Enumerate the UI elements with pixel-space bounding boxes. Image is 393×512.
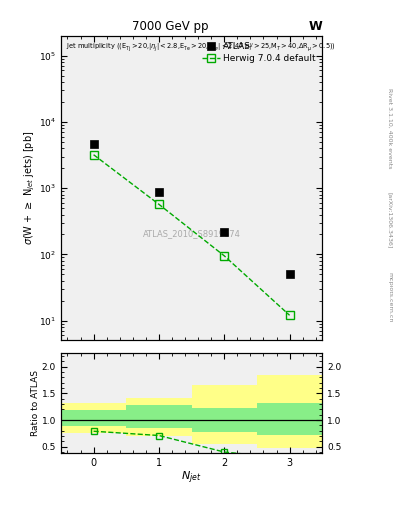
- Herwig 7.0.4 default: [287, 312, 292, 318]
- Y-axis label: Ratio to ATLAS: Ratio to ATLAS: [31, 370, 40, 436]
- ATLAS: [91, 141, 96, 147]
- ATLAS: [287, 271, 292, 278]
- ATLAS: [156, 189, 161, 195]
- Text: Rivet 3.1.10, 400k events: Rivet 3.1.10, 400k events: [387, 88, 392, 168]
- Herwig 7.0.4 default: [222, 253, 227, 259]
- Herwig 7.0.4 default: [91, 152, 96, 158]
- ATLAS: [222, 229, 227, 235]
- Text: W: W: [309, 20, 322, 33]
- Legend: ATLAS, Herwig 7.0.4 default: ATLAS, Herwig 7.0.4 default: [200, 40, 318, 65]
- Text: 7000 GeV pp: 7000 GeV pp: [132, 20, 209, 33]
- Text: Jet multiplicity ((E$_{\rm Tj}$$>$20,$|\eta_j|$$<$2.8,E$_{\rm Te}$$>$20,$|\eta_e: Jet multiplicity ((E$_{\rm Tj}$$>$20,$|\…: [66, 42, 336, 54]
- Text: ATLAS_2010_S8919674: ATLAS_2010_S8919674: [143, 229, 241, 239]
- Text: [arXiv:1306.3436]: [arXiv:1306.3436]: [387, 192, 392, 248]
- Y-axis label: $\sigma$(W + $\geq$ N$_{jet}$ jets) [pb]: $\sigma$(W + $\geq$ N$_{jet}$ jets) [pb]: [23, 131, 37, 245]
- Line: ATLAS: ATLAS: [90, 140, 294, 278]
- X-axis label: $N_{jet}$: $N_{jet}$: [181, 470, 202, 486]
- Herwig 7.0.4 default: [156, 201, 161, 207]
- Line: Herwig 7.0.4 default: Herwig 7.0.4 default: [90, 151, 294, 319]
- Text: mcplots.cern.ch: mcplots.cern.ch: [387, 272, 392, 322]
